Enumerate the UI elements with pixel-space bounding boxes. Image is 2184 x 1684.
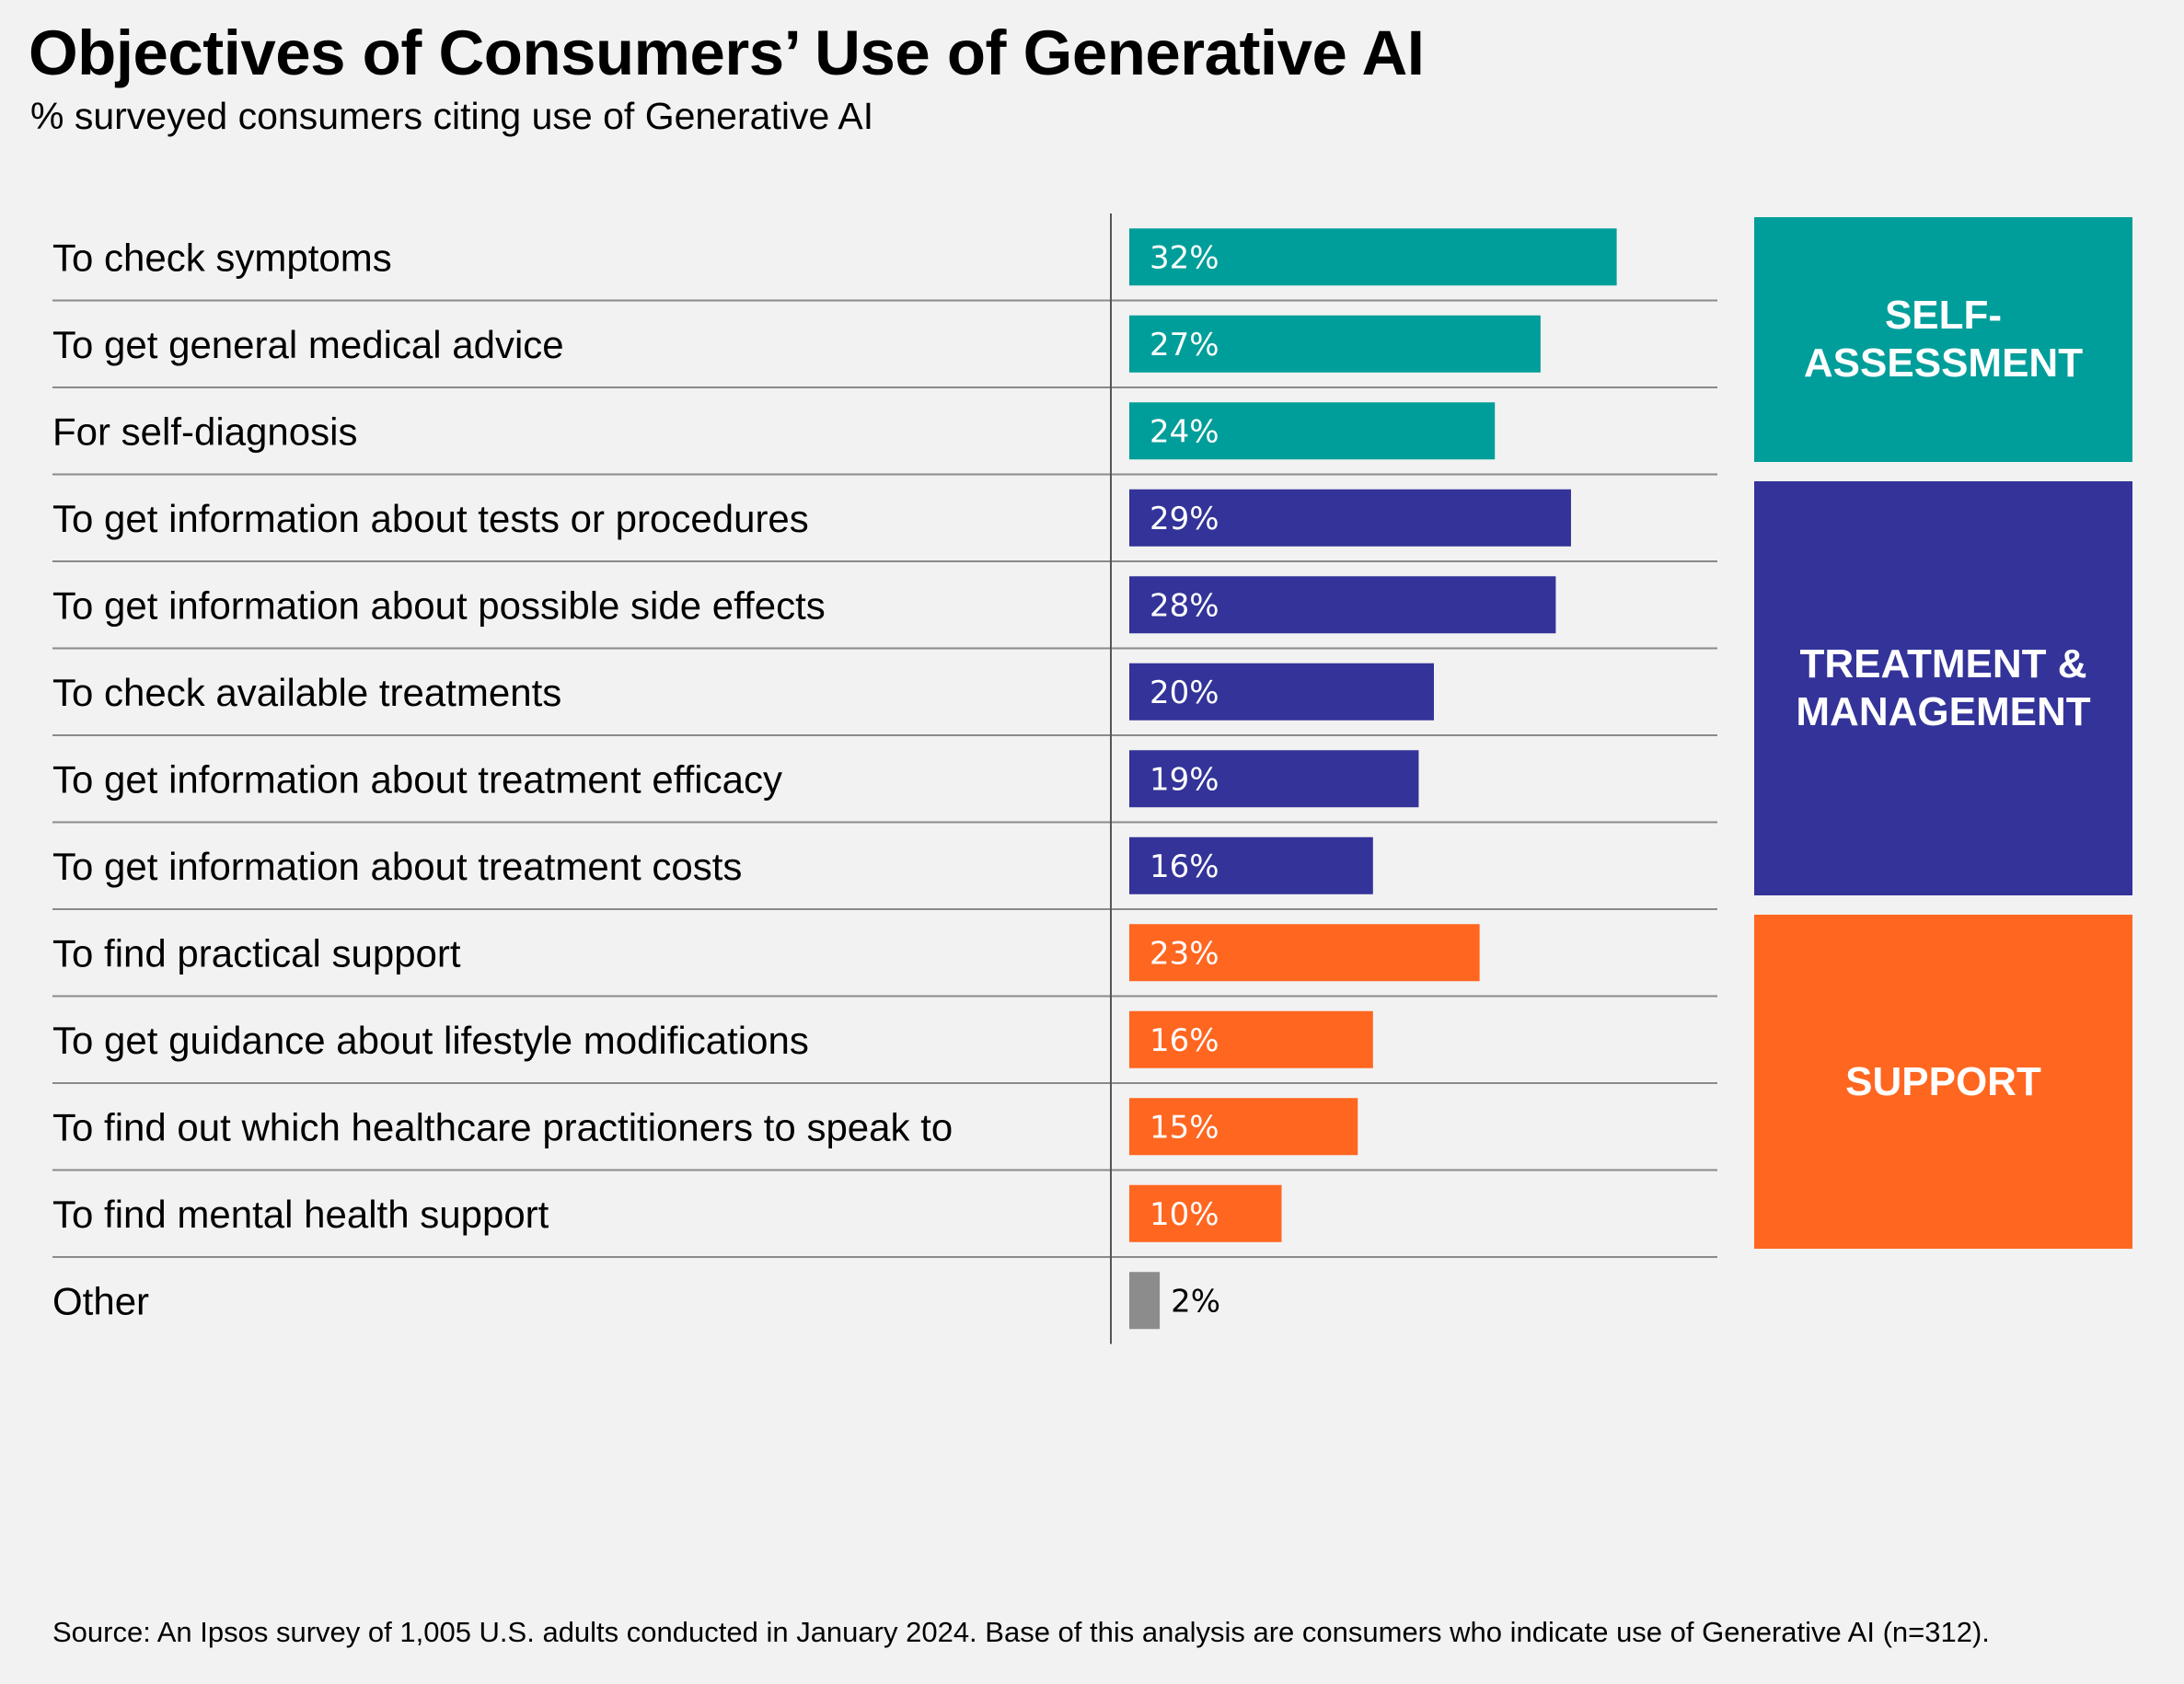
category-label: To get information about treatment effic… <box>52 757 782 801</box>
bar <box>1129 1010 1373 1068</box>
value-label: 24% <box>1150 413 1219 450</box>
value-label: 27% <box>1150 327 1219 363</box>
value-label: 15% <box>1150 1109 1219 1146</box>
bar <box>1129 402 1496 460</box>
source-note: Source: An Ipsos survey of 1,005 U.S. ad… <box>52 1616 1990 1648</box>
value-label: 2% <box>1171 1283 1220 1320</box>
category-label: To get information about possible side e… <box>52 583 826 627</box>
value-label: 28% <box>1150 587 1219 624</box>
category-label: To check symptoms <box>52 236 392 279</box>
bar <box>1129 750 1419 808</box>
bar <box>1129 924 1480 982</box>
bar <box>1129 489 1571 547</box>
category-label: To check available treatments <box>52 671 561 714</box>
group-box-self-assessment: SELF- ASSESSMENT <box>1754 217 2132 462</box>
bar <box>1129 836 1373 894</box>
value-label: 20% <box>1150 675 1219 711</box>
group-label-support: SUPPORT <box>1845 1058 2041 1104</box>
value-label: 16% <box>1150 1022 1219 1059</box>
category-label: To find practical support <box>52 931 461 975</box>
group-label-treatment-management: TREATMENT & MANAGEMENT <box>1796 641 2091 734</box>
value-label: 32% <box>1150 239 1219 276</box>
category-label: To find out which healthcare practitione… <box>52 1105 953 1148</box>
bar <box>1129 315 1541 373</box>
value-label: 10% <box>1150 1196 1219 1233</box>
category-label: To get information about tests or proced… <box>52 497 809 540</box>
chart-title: Objectives of Consumers’ Use of Generati… <box>29 17 1425 88</box>
category-label: To get guidance about lifestyle modifica… <box>52 1019 809 1062</box>
value-label: 16% <box>1150 848 1219 885</box>
bar <box>1129 1098 1358 1156</box>
chart-subtitle: % surveyed consumers citing use of Gener… <box>30 95 874 137</box>
bar <box>1129 228 1617 286</box>
value-label: 19% <box>1150 761 1219 798</box>
group-box-treatment-management: TREATMENT & MANAGEMENT <box>1754 481 2132 895</box>
value-label: 29% <box>1150 501 1219 537</box>
category-label: To get general medical advice <box>52 323 564 366</box>
category-label: To find mental health support <box>52 1193 549 1236</box>
value-label: 23% <box>1150 935 1219 972</box>
bar <box>1129 1184 1282 1242</box>
category-label: To get information about treatment costs <box>52 845 742 888</box>
category-label: For self-diagnosis <box>52 409 357 453</box>
group-box-support: SUPPORT <box>1754 915 2132 1249</box>
group-label-self-assessment: SELF- ASSESSMENT <box>1803 293 2084 386</box>
bar <box>1129 1272 1161 1330</box>
bar <box>1129 663 1434 721</box>
category-label: Other <box>52 1279 149 1322</box>
bar <box>1129 576 1556 634</box>
